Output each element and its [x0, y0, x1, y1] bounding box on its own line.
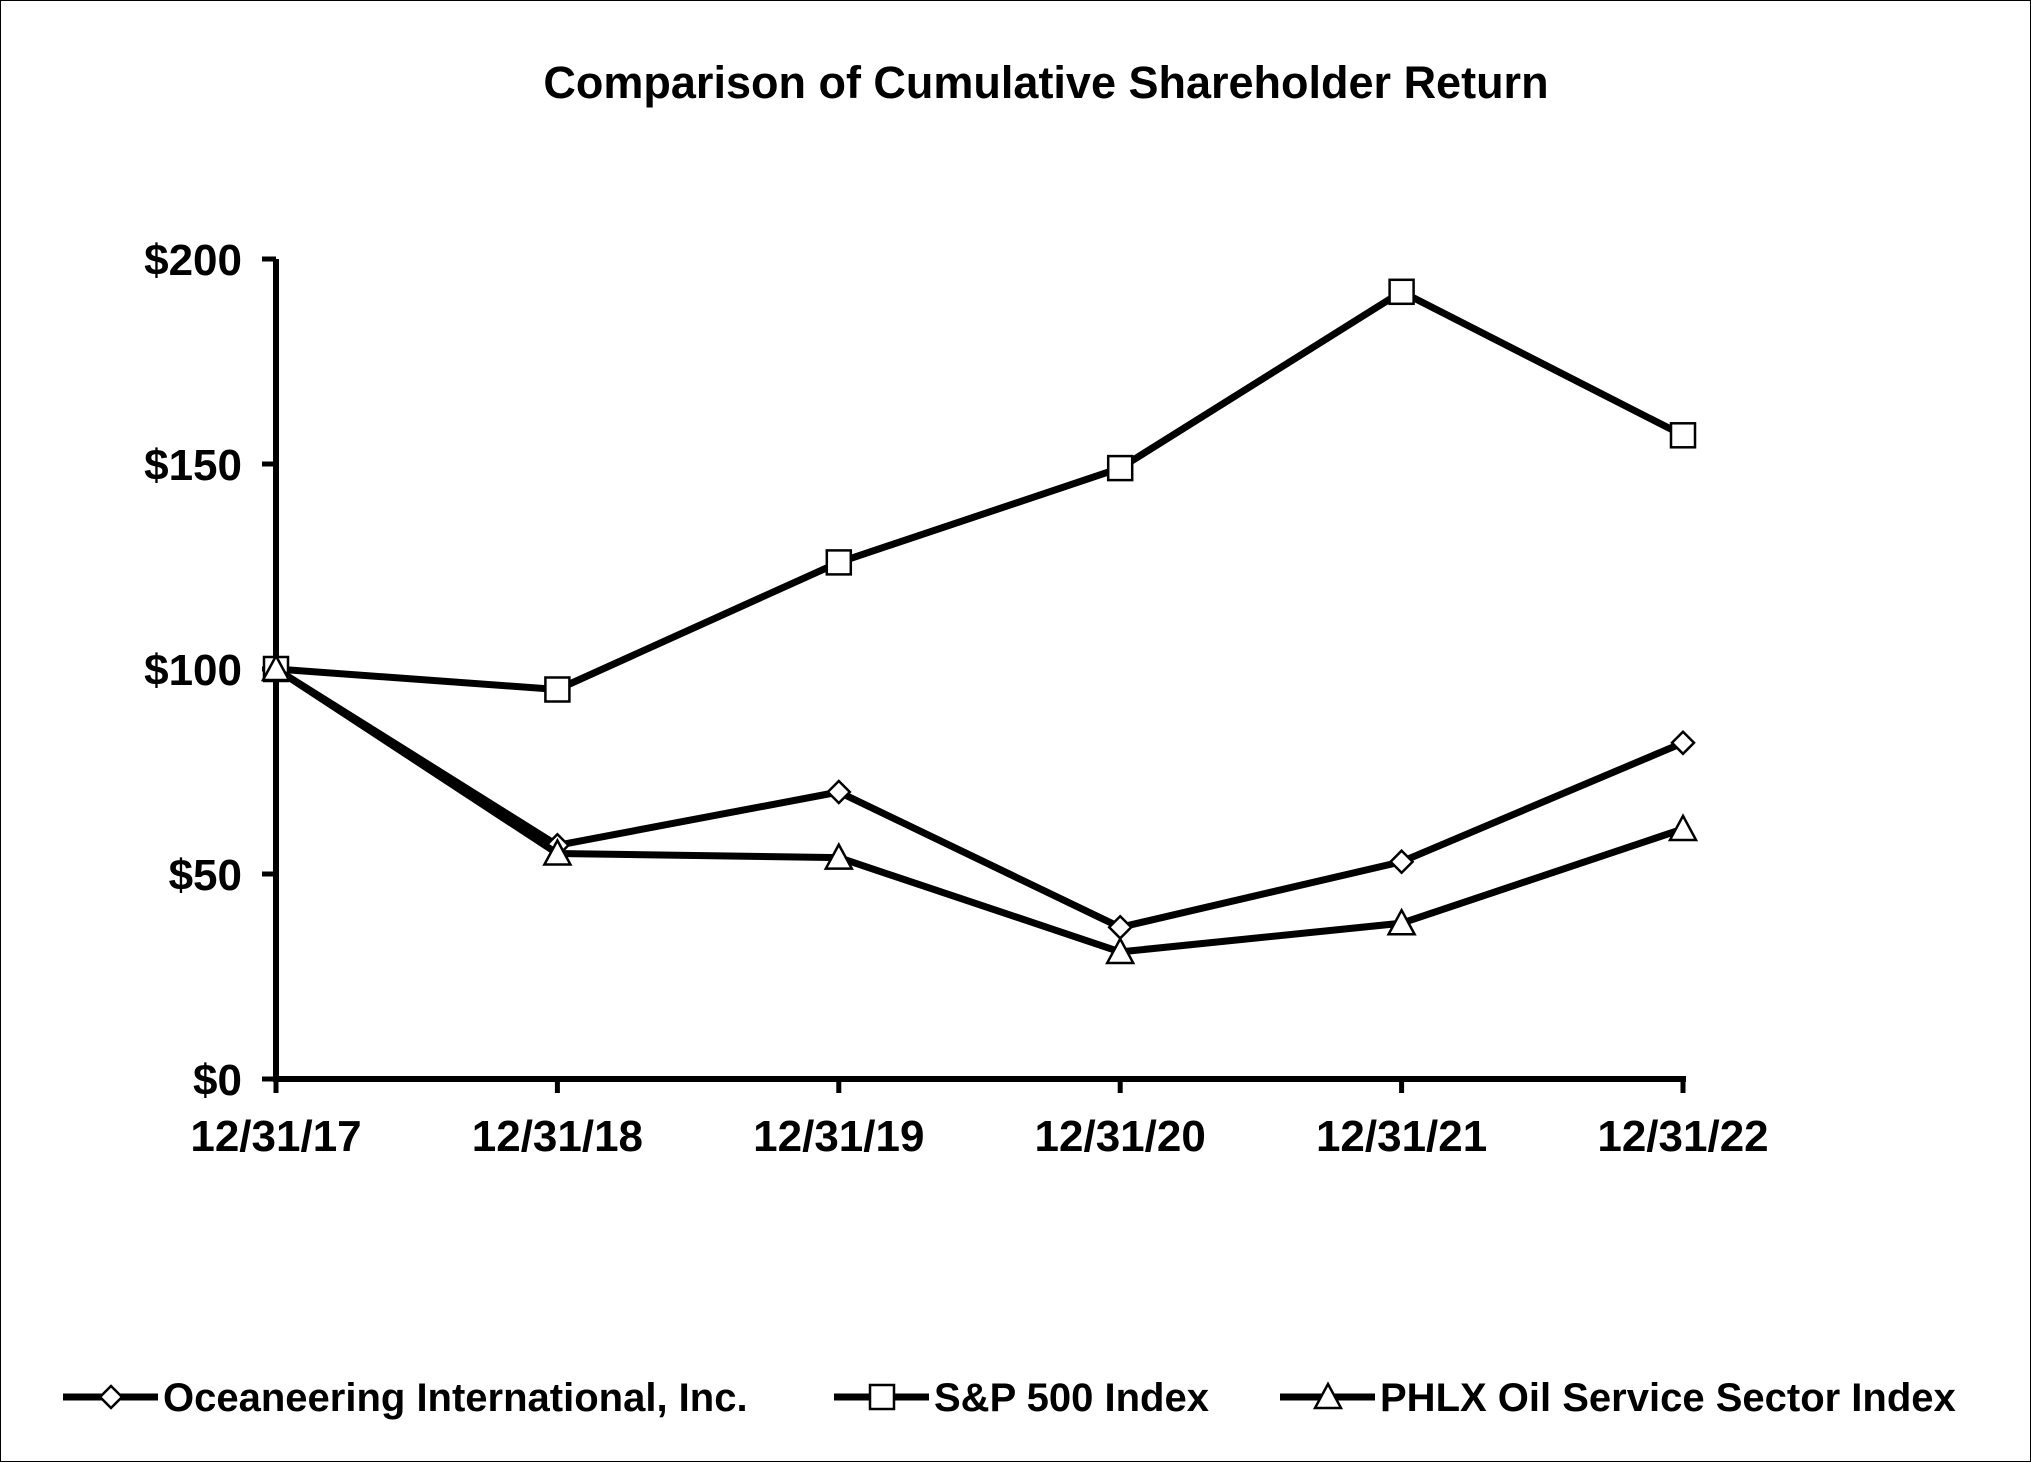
legend-label: S&P 500 Index — [934, 1376, 1209, 1420]
y-tick-label: $50 — [169, 851, 242, 900]
x-tick-label: 12/31/18 — [472, 1112, 643, 1161]
series-line — [275, 288, 1685, 693]
data-point-diamond — [1107, 914, 1133, 941]
legend-item: S&P 500 Index — [834, 1376, 1209, 1420]
y-tick-label: $150 — [144, 441, 242, 490]
x-tick-label: 12/31/20 — [1035, 1112, 1206, 1161]
y-tick-label: $100 — [144, 646, 242, 695]
data-point-square — [1106, 454, 1134, 482]
data-point-diamond — [1670, 730, 1696, 756]
data-point-diamond — [1388, 848, 1415, 875]
data-point-square — [825, 549, 853, 576]
legend-item: PHLX Oil Service Sector Index — [1280, 1376, 1956, 1420]
data-point-square — [1388, 278, 1415, 306]
x-tick-label: 12/31/22 — [1597, 1112, 1768, 1161]
x-axis: 12/31/17 12/31/18 12/31/19 12/31/20 12/31/21… — [190, 1076, 1769, 1161]
series-layer — [260, 278, 1699, 965]
data-point-square — [1669, 422, 1697, 449]
data-point-diamond — [826, 779, 852, 805]
chart-title: Comparison of Cumulative Shareholder Ret… — [543, 57, 1548, 108]
data-point-triangle — [542, 837, 573, 866]
legend-label: PHLX Oil Service Sector Index — [1380, 1376, 1956, 1420]
legend-marker-triangle — [1312, 1381, 1344, 1410]
data-point-triangle — [823, 841, 854, 870]
legend: Oceaneering International, Inc. S&P 500 I… — [63, 1376, 1956, 1420]
data-point-square — [544, 676, 571, 703]
data-point-triangle — [260, 653, 292, 682]
series-line — [274, 666, 1685, 956]
x-tick-label: 12/31/17 — [190, 1112, 361, 1161]
data-point-triangle — [1667, 813, 1699, 842]
series-line — [274, 666, 1685, 931]
series-diamond — [263, 656, 1696, 941]
legend-item: Oceaneering International, Inc. — [63, 1376, 748, 1420]
legend-marker-square — [868, 1383, 896, 1411]
series-triangle — [260, 653, 1699, 965]
y-tick-label: $0 — [193, 1056, 242, 1105]
legend-marker-diamond — [98, 1384, 124, 1410]
series-square — [262, 278, 1697, 703]
data-point-triangle — [1386, 907, 1417, 936]
y-tick-label: $200 — [144, 236, 242, 285]
x-tick-label: 12/31/21 — [1316, 1112, 1487, 1161]
data-point-triangle — [1105, 936, 1136, 965]
y-axis: $0 $50 $100 $150 $200 — [144, 236, 279, 1105]
legend-label: Oceaneering International, Inc. — [163, 1376, 748, 1420]
x-tick-label: 12/31/19 — [753, 1112, 924, 1161]
